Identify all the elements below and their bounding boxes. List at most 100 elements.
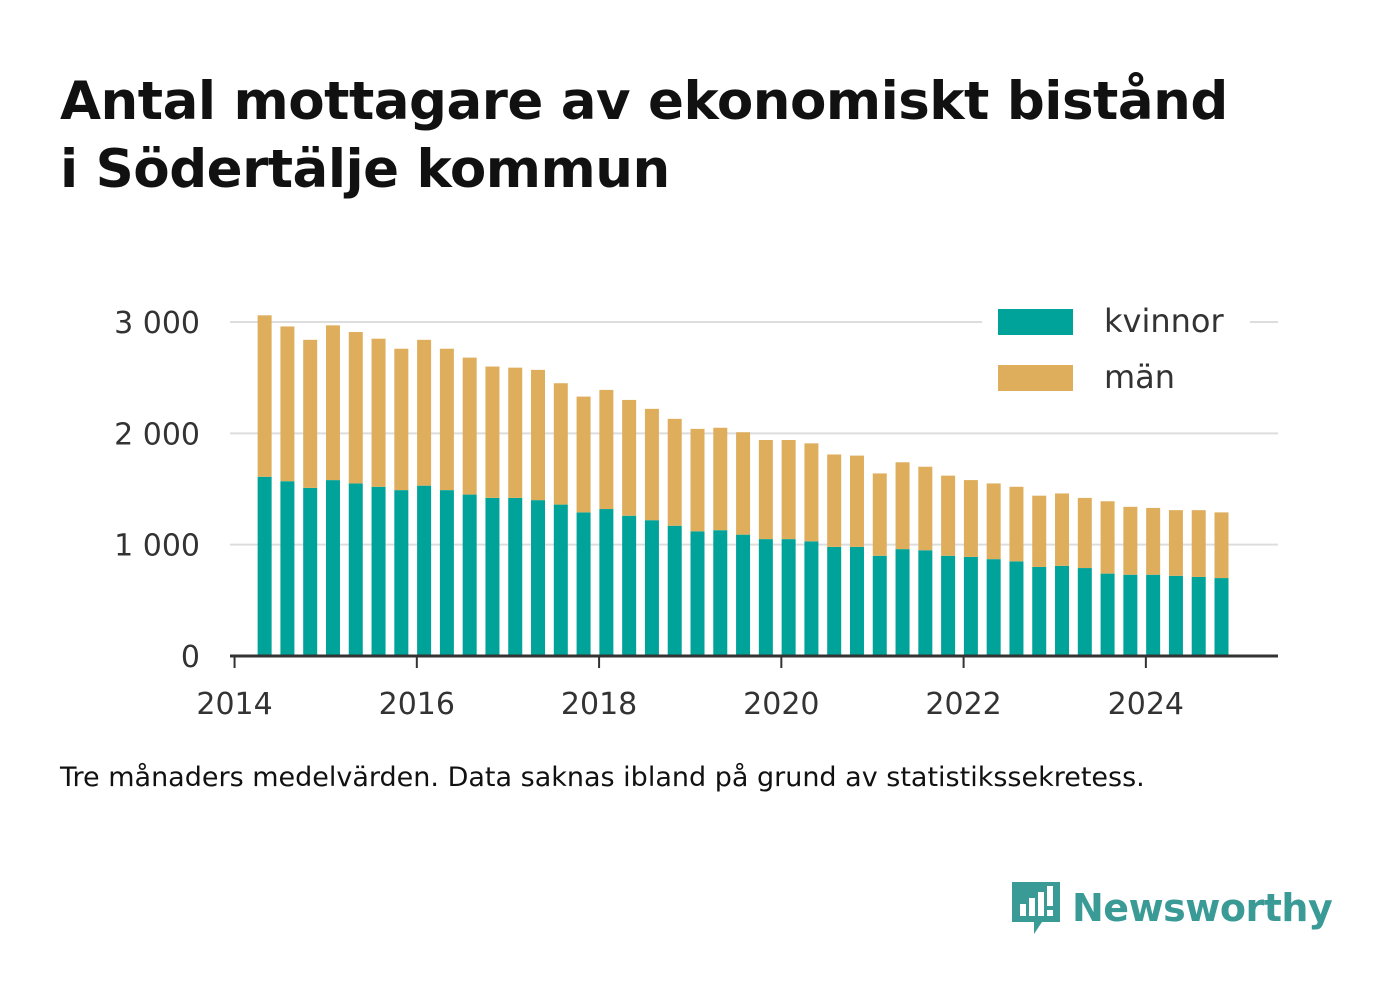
bar-kvinnor xyxy=(508,497,523,656)
bar-kvinnor xyxy=(872,555,887,656)
bar-man xyxy=(553,383,568,505)
bar-man xyxy=(1077,497,1092,569)
x-tick-label: 2020 xyxy=(743,687,819,722)
y-tick-label: 2 000 xyxy=(114,417,200,452)
stacked-bar-chart: 0 1 000 2 000 3 000 2014 2016 2018 2020 2022 202… xyxy=(114,298,1278,722)
bar-kvinnor xyxy=(371,486,386,656)
legend-label: kvinnor xyxy=(1104,302,1225,340)
bar-kvinnor xyxy=(713,530,728,656)
bar-man xyxy=(758,440,773,540)
bar-kvinnor xyxy=(531,500,546,656)
bar-kvinnor xyxy=(986,559,1001,656)
bar-man xyxy=(644,408,659,521)
bar-man xyxy=(963,480,978,557)
bar-chart-speech-bubble-icon xyxy=(1012,882,1060,934)
bar-man xyxy=(895,462,910,550)
bar-man xyxy=(827,454,842,547)
title-line-2: i Södertälje kommun xyxy=(60,139,670,200)
bar-kvinnor xyxy=(667,525,682,656)
bar-kvinnor xyxy=(417,485,432,656)
bars xyxy=(257,315,1229,656)
bar-kvinnor xyxy=(963,556,978,656)
bar-kvinnor xyxy=(1009,561,1024,656)
bar-kvinnor xyxy=(736,534,751,656)
bar-man xyxy=(576,396,591,513)
x-tick-label: 2014 xyxy=(196,687,272,722)
legend-swatch xyxy=(998,365,1073,391)
footnote: Tre månaders medelvärden. Data saknas ib… xyxy=(60,762,1145,793)
bar-man xyxy=(303,339,318,488)
bar-man xyxy=(462,357,477,495)
bar-man xyxy=(439,348,454,491)
x-axis: 2014 2016 2018 2020 2022 2024 xyxy=(196,654,1278,722)
bar-man xyxy=(599,389,614,510)
bar-man xyxy=(1032,495,1047,567)
bar-kvinnor xyxy=(1168,575,1183,656)
bar-man xyxy=(325,325,340,481)
y-axis-tick-labels: 0 1 000 2 000 3 000 xyxy=(114,306,200,675)
bar-kvinnor xyxy=(758,539,773,656)
bar-man xyxy=(531,369,546,501)
bar-kvinnor xyxy=(394,490,409,656)
bar-man xyxy=(348,332,363,484)
bar-kvinnor xyxy=(1146,574,1161,656)
bar-kvinnor xyxy=(644,520,659,656)
bar-man xyxy=(849,455,864,547)
bar-kvinnor xyxy=(895,549,910,656)
bar-kvinnor xyxy=(622,515,637,656)
bar-man xyxy=(690,428,705,532)
bar-kvinnor xyxy=(804,541,819,656)
bar-kvinnor xyxy=(1100,573,1115,656)
bar-kvinnor xyxy=(553,504,568,656)
bar-kvinnor xyxy=(1123,574,1138,656)
bar-man xyxy=(508,367,523,498)
bar-man xyxy=(622,399,637,516)
bar-man xyxy=(918,466,933,551)
bar-kvinnor xyxy=(576,512,591,656)
x-tick-label: 2022 xyxy=(925,687,1001,722)
bar-man xyxy=(1146,507,1161,575)
bar-kvinnor xyxy=(1032,566,1047,656)
bar-kvinnor xyxy=(1077,568,1092,656)
bar-man xyxy=(986,483,1001,560)
bar-kvinnor xyxy=(303,487,318,656)
y-tick-label: 0 xyxy=(181,640,200,675)
bar-man xyxy=(804,443,819,542)
bar-man xyxy=(280,326,295,482)
bar-kvinnor xyxy=(941,555,956,656)
bar-kvinnor xyxy=(462,494,477,656)
x-tick-label: 2016 xyxy=(379,687,455,722)
bar-kvinnor xyxy=(827,546,842,656)
bar-man xyxy=(1168,510,1183,576)
bar-kvinnor xyxy=(1055,565,1070,656)
bar-kvinnor xyxy=(1191,576,1206,656)
bar-man xyxy=(736,432,751,535)
bar-man xyxy=(872,473,887,556)
bar-kvinnor xyxy=(325,480,340,656)
bar-man xyxy=(1191,510,1206,577)
brand-name: Newsworthy xyxy=(1072,886,1333,930)
legend: kvinnor män xyxy=(982,298,1250,406)
bar-kvinnor xyxy=(690,531,705,656)
y-tick-label: 1 000 xyxy=(114,529,200,564)
bar-man xyxy=(667,418,682,526)
bar-kvinnor xyxy=(849,546,864,656)
bar-kvinnor xyxy=(280,481,295,656)
legend-swatch xyxy=(998,309,1073,335)
bar-man xyxy=(941,475,956,556)
bar-man xyxy=(371,338,386,487)
bar-man xyxy=(394,348,409,491)
legend-label: män xyxy=(1104,358,1175,396)
bar-man xyxy=(781,440,796,540)
bar-kvinnor xyxy=(257,476,272,656)
bar-kvinnor xyxy=(781,539,796,656)
bar-man xyxy=(713,427,728,531)
bar-kvinnor xyxy=(348,483,363,656)
bar-man xyxy=(1214,512,1229,579)
bar-kvinnor xyxy=(485,497,500,656)
bar-kvinnor xyxy=(918,550,933,656)
bar-kvinnor xyxy=(1214,578,1229,656)
bar-man xyxy=(1055,493,1070,566)
x-tick-label: 2018 xyxy=(561,687,637,722)
bar-kvinnor xyxy=(599,509,614,656)
